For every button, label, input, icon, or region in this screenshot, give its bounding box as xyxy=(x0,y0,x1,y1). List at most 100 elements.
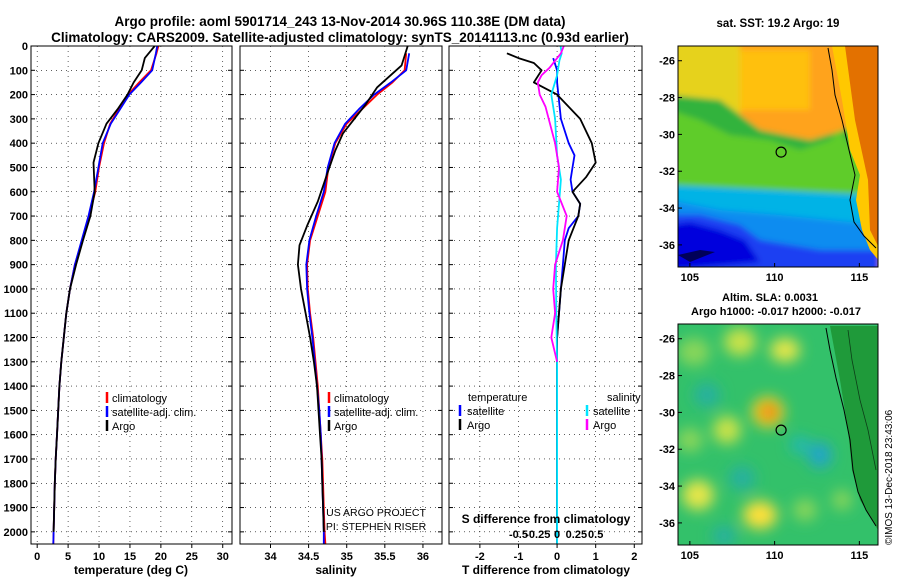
series-group xyxy=(296,46,411,544)
map-y-tick-label: -28 xyxy=(659,371,675,383)
imos-stamp: ©IMOS 13-Dec-2018 23:43:06 xyxy=(884,409,895,545)
sst-map xyxy=(678,46,878,267)
map-x-tick-label: 110 xyxy=(766,272,784,284)
y-tick-label: 100 xyxy=(10,65,28,77)
legend-label-climatology: climatology xyxy=(112,393,168,405)
x-tick-label: 35.5 xyxy=(374,551,395,563)
map-y-tick-label: -30 xyxy=(659,129,675,141)
y-tick-label: 700 xyxy=(10,211,28,223)
figure-title-line2: Climatology: CARS2009. Satellite-adjuste… xyxy=(51,30,629,45)
s-diff-tick-label: 0 xyxy=(554,529,560,541)
legend-label-satellite: satellite-adj. clim. xyxy=(112,407,196,419)
map-y-tick-label: -26 xyxy=(659,334,675,346)
grid xyxy=(31,46,232,544)
series-group xyxy=(52,46,160,544)
plot-frame xyxy=(448,45,643,545)
y-tick-label: 900 xyxy=(10,260,28,272)
y-tick-label: 1700 xyxy=(4,454,28,466)
sst-map-title: sat. SST: 19.2 Argo: 19 xyxy=(717,18,840,30)
x-tick-label: 34.5 xyxy=(298,551,319,563)
x-tick-label: -1 xyxy=(514,551,524,563)
y-tick-label: 1100 xyxy=(4,308,28,320)
legend-title-temperature: temperature xyxy=(468,392,527,404)
s-diff-tick-label: -0.25 xyxy=(525,529,550,541)
legend-label-satellite: satellite-adj. clim. xyxy=(334,407,418,419)
sst-float-marker xyxy=(775,146,787,158)
x-tick-label: 20 xyxy=(155,551,167,563)
figure-title-line1: Argo profile: aoml 5901714_243 13-Nov-20… xyxy=(115,14,566,29)
map-x-tick-label: 115 xyxy=(850,550,868,562)
x-tick-label: 2 xyxy=(631,551,637,563)
sla-float-marker xyxy=(775,424,787,436)
y-tick-label: 1500 xyxy=(4,405,28,417)
map-y-tick-label: -28 xyxy=(659,93,675,105)
legend-label-temp-argo: Argo xyxy=(467,420,490,432)
map-y-tick-label: -36 xyxy=(659,518,675,530)
map-x-tick-label: 110 xyxy=(766,550,784,562)
map-y-tick-label: -32 xyxy=(659,166,675,178)
s-diff-tick-label: 0.25 xyxy=(566,529,587,541)
y-tick-label: 0 xyxy=(22,41,28,53)
y-tick-label: 2000 xyxy=(4,527,28,539)
sla-map xyxy=(678,324,878,545)
map-y-tick-label: -30 xyxy=(659,407,675,419)
x-tick-label: 25 xyxy=(186,551,198,563)
y-tick-label: 500 xyxy=(10,162,28,174)
map-y-tick-label: -26 xyxy=(659,56,675,68)
sla-map-axes: 105 110 115 -26 -28 -30 -32 -34 -36 xyxy=(659,334,868,562)
x-tick-label: 10 xyxy=(93,551,105,563)
map-y-tick-label: -36 xyxy=(659,240,675,252)
x-tick-label: 30 xyxy=(217,551,229,563)
series-line-argo xyxy=(52,46,156,532)
s-diff-tick-label: -0.5 xyxy=(509,529,528,541)
y-tick-label: 200 xyxy=(10,90,28,102)
y-tick-label: 1800 xyxy=(4,478,28,490)
y-tick-label: 600 xyxy=(10,187,28,199)
difference-legend: temperature satellite Argo salinity sate… xyxy=(458,392,641,432)
y-tick-label: 1000 xyxy=(4,284,28,296)
temperature-legend: climatology satellite-adj. clim. Argo xyxy=(105,392,196,433)
x-tick-label: 34 xyxy=(264,551,277,563)
y-tick-label: 1300 xyxy=(4,357,28,369)
y-tick-label: 1600 xyxy=(4,430,28,442)
x-tick-label: 5 xyxy=(65,551,71,563)
grid xyxy=(449,46,642,544)
salinity-x-label: salinity xyxy=(315,563,357,577)
series-line-salinity-argo xyxy=(536,46,568,363)
series-line-argo xyxy=(296,46,409,532)
sla-map-title-line1: Altim. SLA: 0.0031 xyxy=(722,292,818,304)
salinity-panel: 34 34.5 35 35.5 36 xyxy=(239,45,443,563)
x-tick-label: -2 xyxy=(475,551,485,563)
legend-label-argo: Argo xyxy=(112,421,135,433)
series-line-salinity-satellite xyxy=(550,46,563,544)
map-y-tick-label: -32 xyxy=(659,444,675,456)
map-x-tick-label: 115 xyxy=(850,272,868,284)
map-y-tick-label: -34 xyxy=(659,203,676,215)
project-credit: US ARGO PROJECT xyxy=(326,507,426,519)
series-group xyxy=(506,46,597,544)
s-diff-tick-label: 0.5 xyxy=(588,529,603,541)
x-tick-label: 35 xyxy=(341,551,353,563)
x-tick-label: 36 xyxy=(417,551,429,563)
difference-panel: -2 -1 0 1 2 -0.5-0.25 0 0.25 0.5 xyxy=(448,45,643,563)
sst-map-frame xyxy=(677,45,879,268)
pi-credit: PI: STEPHEN RISER xyxy=(326,521,427,533)
sla-map-title-line2: Argo h1000: -0.017 h2000: -0.017 xyxy=(691,306,861,318)
x-tick-label: 15 xyxy=(124,551,136,563)
map-x-tick-label: 105 xyxy=(681,272,699,284)
x-tick-label: 0 xyxy=(34,551,40,563)
y-tick-label: 1900 xyxy=(4,503,28,515)
legend-label-argo: Argo xyxy=(334,421,357,433)
map-y-tick-label: -34 xyxy=(659,481,676,493)
y-tick-label: 400 xyxy=(10,138,28,150)
y-tick-label: 300 xyxy=(10,114,28,126)
plot-frame xyxy=(30,45,233,545)
salinity-legend: climatology satellite-adj. clim. Argo xyxy=(327,392,418,433)
legend-label-temp-satellite: satellite xyxy=(467,406,504,418)
x-tick-label: 1 xyxy=(593,551,599,563)
s-difference-label: S difference from climatology xyxy=(462,512,631,526)
sla-map-frame xyxy=(677,323,879,546)
legend-label-sal-argo: Argo xyxy=(593,420,616,432)
temperature-panel: 0 5 10 15 20 25 300100200300400500600700800900… xyxy=(4,41,233,563)
